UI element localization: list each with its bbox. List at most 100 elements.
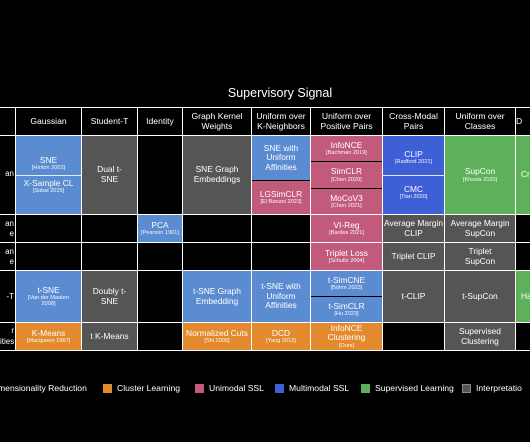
legend-item-interpretation: Interpretatio: [462, 380, 522, 396]
cell-avg-margin-supcon: Average Margin SupCon: [445, 215, 515, 242]
header-uniform-k-neighbors: Uniform over K-Neighbors: [256, 110, 306, 131]
grid-line: [0, 214, 530, 215]
cell-label: Triplet SupCon: [464, 245, 496, 266]
grid-line: [444, 107, 445, 350]
cell-reference: [Yang 2012]: [266, 338, 296, 345]
cell-tkmeans: t K-Means: [82, 323, 137, 350]
cell-label: X-Sample CL: [23, 177, 74, 188]
row-label: an: [5, 247, 14, 256]
cell-triplet-loss: Triplet Loss [Schultz 2004]: [311, 243, 382, 270]
cell-label: Doubly t-SNE: [92, 285, 127, 306]
cell-simclr: SimCLR [Chen 2020]: [311, 162, 382, 188]
row-label: an: [5, 169, 14, 178]
cell-label: MoCoV3: [330, 192, 363, 203]
legend-swatch: [195, 383, 204, 393]
legend-label: Supervised Learning: [375, 383, 454, 393]
cell-infonce: InfoNCE [Bachman 2019]: [311, 136, 382, 161]
cell-divider: [383, 174, 444, 176]
grid-line: [382, 107, 383, 350]
cell-label: Cr: [521, 169, 530, 180]
header-partial-d: D: [516, 115, 523, 126]
row-label: r: [11, 326, 14, 335]
header-graph-kernel-weights: Graph Kernel Weights: [191, 110, 243, 131]
cell-label: t-SNE with Uniform Affinities: [261, 281, 301, 311]
cell-tsne: t-SNE [Van der Maaten 2008]: [16, 271, 81, 322]
cell-label: SNE Graph Embeddings: [193, 164, 241, 184]
cell-label: K-Means: [31, 327, 66, 338]
cell-mocov3: MoCoV3 [Chen 2021]: [311, 189, 382, 214]
cell-infonce-clustering: InfoNCE Clustering [Ours]: [311, 323, 382, 350]
legend-item-supervised-learning: Supervised Learning: [361, 380, 454, 396]
cell-sne-uniform: SNE with Uniform Affinities: [252, 136, 310, 180]
cell-label: t-SimCLR: [328, 300, 365, 311]
cell-sne-graph: SNE Graph Embeddings: [183, 136, 251, 214]
cell-vicreg: VI-Reg [Bardes 2021]: [311, 215, 382, 242]
diagram-title: Supervisory Signal: [227, 86, 333, 100]
legend-swatch: [462, 383, 471, 393]
grid-line: [251, 107, 252, 350]
cell-label: Supervised Clustering: [459, 325, 501, 346]
cell-label: InfoNCE Clustering: [327, 322, 366, 343]
cell-label: SimCLR: [330, 166, 363, 177]
cell-reference: [Chen 2020]: [331, 176, 362, 183]
cell-dcd: DCD [Yang 2012]: [252, 323, 310, 350]
header-student-t: Student-T: [90, 115, 129, 126]
cell-partial-cr: Cr: [516, 136, 530, 214]
cell-label: PCA: [151, 219, 169, 230]
grid-line: [0, 270, 530, 271]
cell-triplet-supcon: Triplet SupCon: [445, 243, 515, 270]
cell-label: SNE: [39, 154, 58, 165]
cell-normalized-cuts: Normalized Cuts [Shi 2000]: [183, 323, 251, 350]
cell-tsne-graph: t-SNE Graph Embedding: [183, 271, 251, 322]
cell-reference: [Van der Maaten 2008]: [28, 295, 69, 308]
cell-label: Dual t-SNE: [97, 164, 122, 184]
legend-label: Unimodal SSL: [209, 383, 264, 393]
cell-label: Triplet Loss: [325, 247, 368, 258]
cell-reference: [Hinton 2002]: [31, 165, 66, 172]
grid-line: [15, 107, 16, 350]
cell-reference: [Ours]: [338, 343, 355, 350]
cell-label: CLIP: [404, 148, 423, 159]
cell-tsupcon: t-SupCon: [445, 271, 515, 322]
cell-label: SNE with Uniform Affinities: [263, 142, 299, 172]
cell-partial-ha: Ha: [516, 271, 530, 322]
cell-avg-margin-clip: Average Margin CLIP: [383, 215, 444, 242]
cell-tsimcne: t-SimCNE [Böhm 2023]: [311, 271, 382, 296]
cell-doubly-tsne: Doubly t-SNE: [82, 271, 137, 322]
legend-label: Interpretatio: [476, 383, 522, 393]
header-uniform-positive-pairs: Uniform over Positive Pairs: [320, 110, 373, 131]
legend-item-unimodal-ssl: Unimodal SSL: [195, 380, 264, 396]
grid-line: [81, 107, 82, 350]
cell-supervised-clustering: Supervised Clustering: [445, 323, 515, 350]
cell-label: t-SNE: [37, 284, 60, 295]
row-label: -T: [6, 292, 14, 301]
cell-supcon: SupCon [Khosla 2020]: [445, 136, 515, 214]
cell-triplet-clip: Triplet CLIP: [383, 243, 444, 270]
cell-sne-xsample: SNE [Hinton 2002] X-Sample CL [Sobal 202…: [16, 136, 81, 214]
legend-label: Multimodal SSL: [289, 383, 350, 393]
cell-label: Ha: [521, 290, 530, 301]
cell-reference: [Schultz 2004]: [328, 258, 365, 265]
cell-label: SupCon: [464, 166, 496, 177]
cell-reference: [Tian 2020]: [399, 194, 428, 201]
cell-reference: [Bardes 2021]: [329, 230, 364, 237]
cell-reference: [Chen 2021]: [331, 203, 362, 210]
cell-label: CMC: [403, 183, 424, 194]
cell-reference: [Khosla 2020]: [462, 176, 498, 183]
legend-item-multimodal-ssl: Multimodal SSL: [275, 380, 349, 396]
cell-label: LGSimCLR: [259, 188, 303, 199]
grid-line: [0, 242, 530, 243]
grid-line: [0, 135, 530, 136]
cell-reference: [Shi 2000]: [204, 338, 230, 345]
cell-label: DCD: [271, 327, 291, 338]
grid-line: [0, 350, 530, 351]
row-label: an: [5, 219, 14, 228]
legend-item-dimensionality-reduction: mensionality Reduction: [0, 380, 87, 396]
row-label: e: [9, 257, 14, 266]
header-cross-modal-pairs: Cross-Modal Pairs: [389, 110, 438, 131]
header-gaussian: Gaussian: [30, 115, 67, 126]
cell-reference: [Radford 2021]: [394, 159, 432, 166]
cell-label: InfoNCE: [330, 139, 363, 150]
legend-item-cluster-learning: Cluster Learning: [103, 380, 180, 396]
